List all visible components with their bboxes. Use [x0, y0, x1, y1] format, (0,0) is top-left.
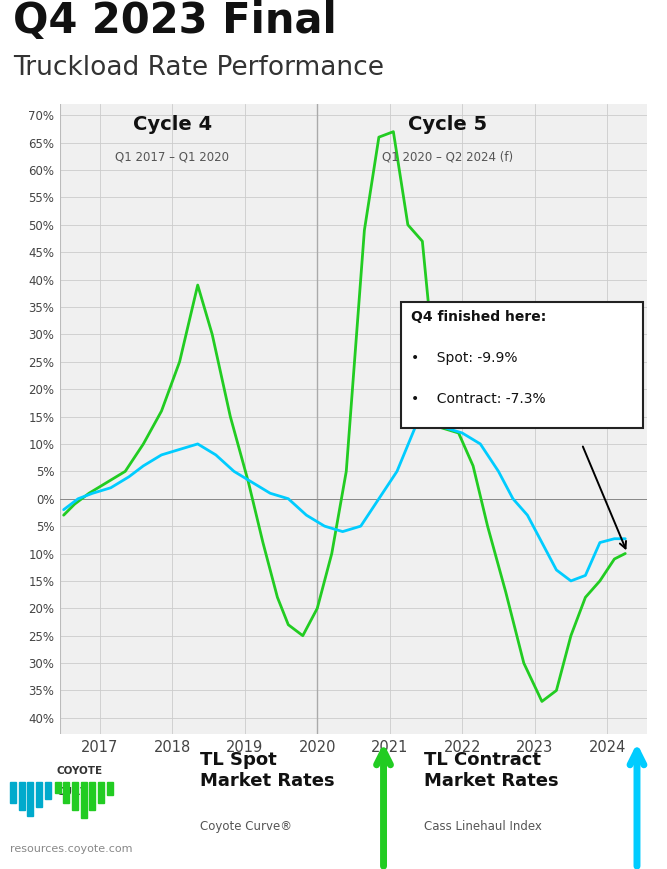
Bar — [89, 781, 95, 811]
Bar — [81, 781, 87, 819]
Bar — [10, 781, 16, 803]
Bar — [98, 781, 104, 803]
Text: Q1 2017 – Q1 2020: Q1 2017 – Q1 2020 — [115, 151, 229, 164]
Text: TL Spot
Market Rates: TL Spot Market Rates — [200, 751, 335, 790]
Text: Cycle 4: Cycle 4 — [133, 116, 212, 134]
Text: •    Spot: -9.9%: • Spot: -9.9% — [412, 351, 518, 365]
Text: Q1 2020 – Q2 2024 (f): Q1 2020 – Q2 2024 (f) — [382, 151, 514, 164]
Bar — [107, 781, 113, 795]
Text: Truckload Rate Performance: Truckload Rate Performance — [13, 55, 384, 81]
Text: •    Contract: -7.3%: • Contract: -7.3% — [412, 392, 546, 406]
Bar — [19, 781, 25, 811]
Bar — [72, 781, 78, 811]
Bar — [63, 781, 69, 803]
Text: CURVE: CURVE — [57, 787, 96, 797]
Text: TL Contract
Market Rates: TL Contract Market Rates — [424, 751, 558, 790]
FancyBboxPatch shape — [401, 302, 644, 428]
Text: Cass Linehaul Index: Cass Linehaul Index — [424, 820, 542, 833]
Text: resources.coyote.com: resources.coyote.com — [10, 844, 133, 853]
Bar — [36, 781, 42, 806]
Text: COYOTE: COYOTE — [57, 766, 103, 776]
Text: Q4 finished here:: Q4 finished here: — [412, 309, 547, 324]
Bar — [27, 781, 33, 816]
Text: Cycle 5: Cycle 5 — [408, 116, 488, 134]
Text: Q4 2023 Final: Q4 2023 Final — [13, 0, 337, 42]
Bar — [45, 781, 51, 799]
Bar — [55, 781, 61, 793]
Text: Coyote Curve®: Coyote Curve® — [200, 820, 292, 833]
